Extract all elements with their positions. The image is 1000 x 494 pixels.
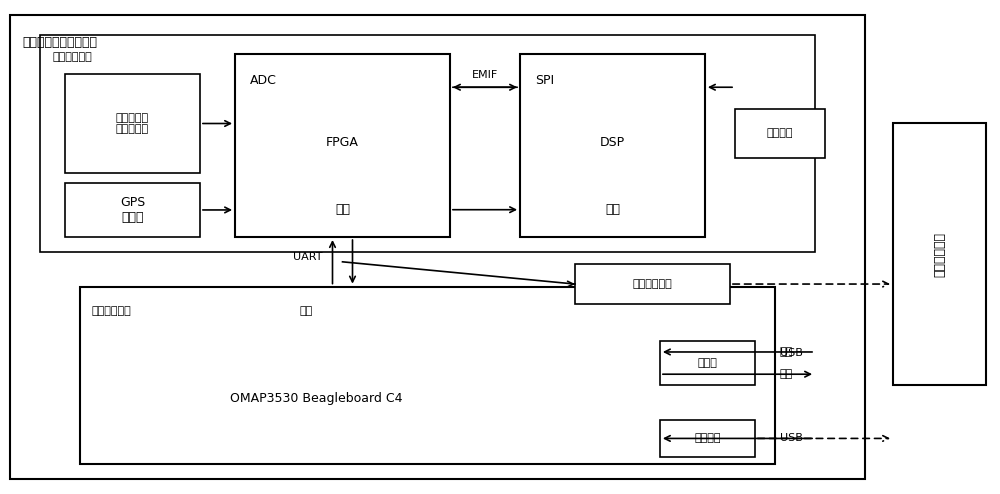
Text: 无线网卡: 无线网卡 bbox=[694, 433, 721, 444]
Bar bbox=[65, 74, 200, 173]
Bar bbox=[520, 54, 705, 237]
Bar bbox=[660, 420, 755, 457]
Text: 中断: 中断 bbox=[605, 204, 620, 216]
Text: EMIF: EMIF bbox=[472, 70, 498, 80]
Text: 图像: 图像 bbox=[780, 369, 793, 379]
Text: 飞行控制模块: 飞行控制模块 bbox=[52, 52, 92, 62]
Text: 数字传输电台: 数字传输电台 bbox=[633, 279, 672, 289]
Text: 惯性器件: 惯性器件 bbox=[767, 128, 793, 138]
Text: 触发: 触发 bbox=[780, 347, 793, 357]
Bar bbox=[660, 341, 755, 385]
Text: 微小型旋翼无人机机体: 微小型旋翼无人机机体 bbox=[22, 36, 97, 48]
Bar bbox=[893, 124, 986, 385]
Bar bbox=[10, 15, 865, 479]
Text: 摄像头: 摄像头 bbox=[698, 358, 717, 368]
Text: OMAP3530 Beagleboard C4: OMAP3530 Beagleboard C4 bbox=[230, 392, 402, 405]
Text: ADC: ADC bbox=[250, 74, 277, 87]
Text: USB: USB bbox=[780, 433, 803, 444]
Text: UART: UART bbox=[292, 252, 322, 262]
Text: 飞行管理模块: 飞行管理模块 bbox=[92, 306, 132, 316]
Text: GPS
接收器: GPS 接收器 bbox=[120, 196, 145, 224]
Text: FPGA: FPGA bbox=[326, 135, 359, 149]
Text: USB: USB bbox=[780, 348, 803, 358]
Bar bbox=[235, 54, 450, 237]
Text: 第一级地面站: 第一级地面站 bbox=[933, 232, 946, 277]
Bar bbox=[65, 183, 200, 237]
Text: 中断: 中断 bbox=[335, 204, 350, 216]
Bar bbox=[80, 287, 775, 464]
Text: DSP: DSP bbox=[600, 135, 625, 149]
Text: 高度传感器
空速传感器: 高度传感器 空速传感器 bbox=[116, 113, 149, 134]
Bar bbox=[40, 35, 815, 252]
Text: SPI: SPI bbox=[535, 74, 554, 87]
Bar bbox=[575, 264, 730, 304]
Text: 串口: 串口 bbox=[300, 306, 313, 316]
Bar bbox=[735, 109, 825, 158]
